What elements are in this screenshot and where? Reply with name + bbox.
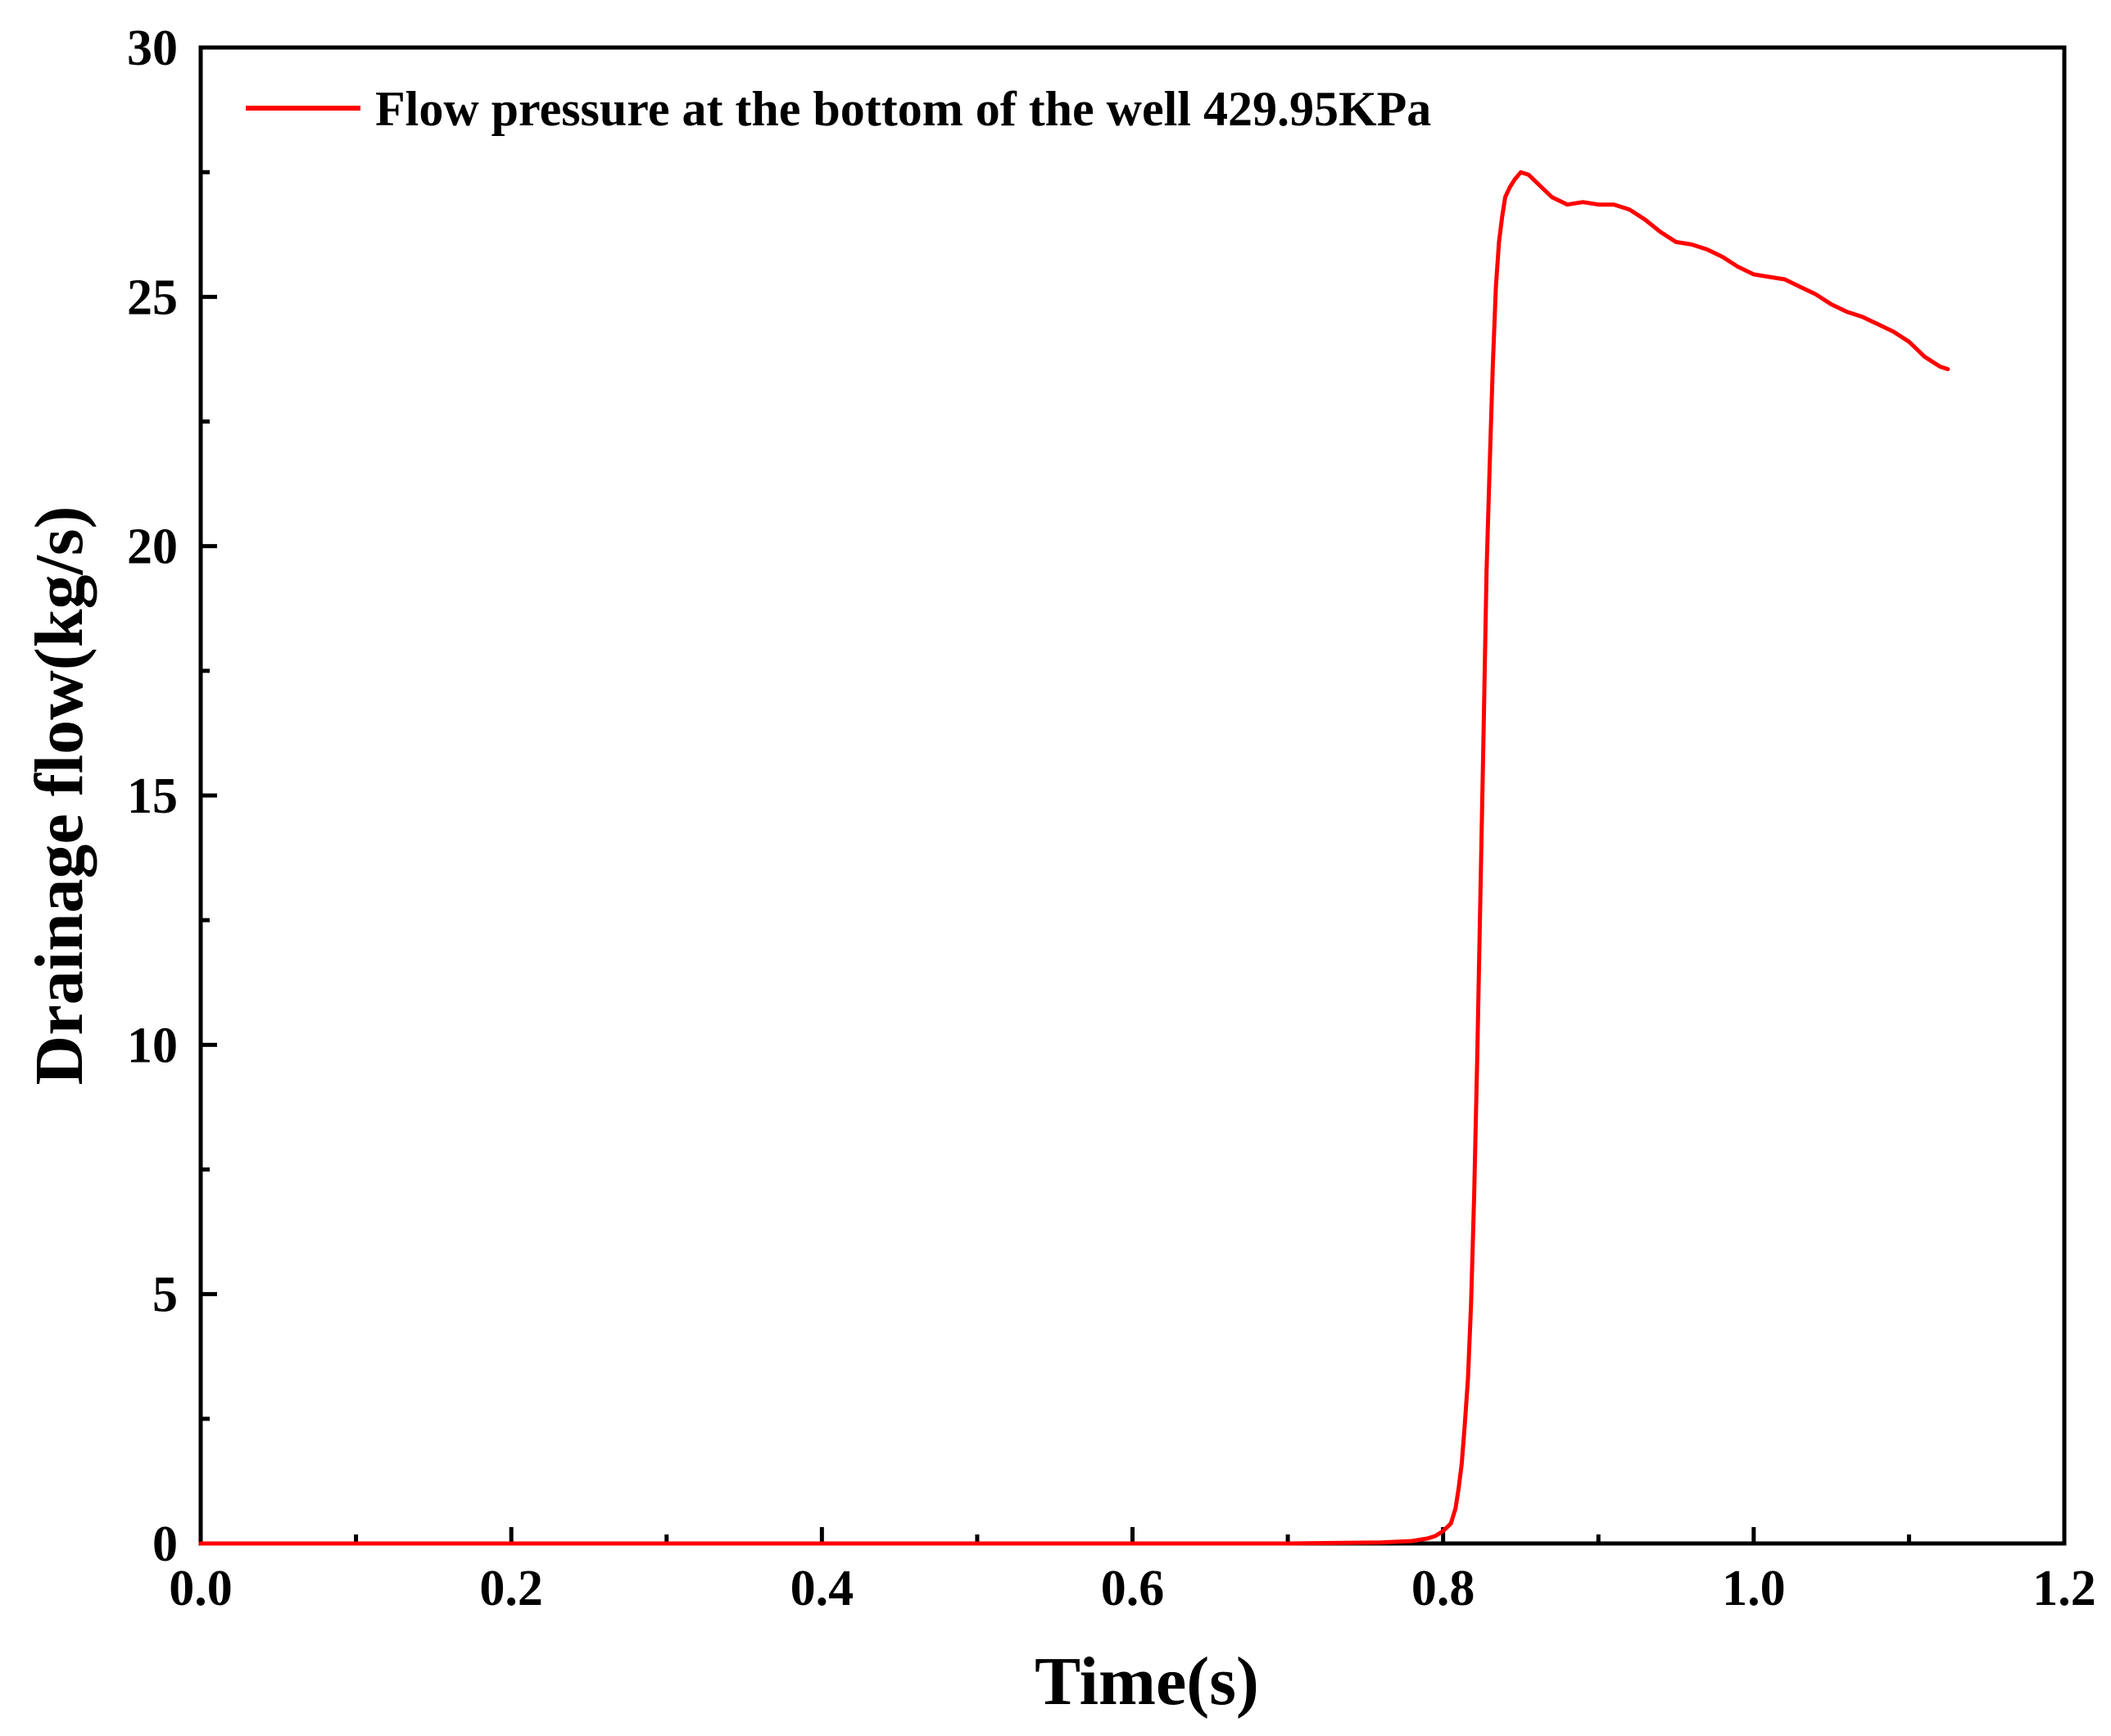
x-tick-label: 0.6 <box>1101 1561 1165 1616</box>
y-tick-label: 20 <box>127 519 178 575</box>
y-tick-label: 0 <box>152 1516 178 1572</box>
y-tick-label: 10 <box>127 1018 178 1073</box>
series-group <box>198 170 1950 1546</box>
y-axis-title: Drainage flow(kg/s) <box>21 506 97 1086</box>
y-tick-label: 15 <box>127 768 178 824</box>
legend-label: Flow pressure at the bottom of the well … <box>375 82 1431 136</box>
series-line <box>198 170 1950 1546</box>
y-tick-label: 30 <box>127 20 178 76</box>
legend: Flow pressure at the bottom of the well … <box>246 82 1431 136</box>
y-axis-ticks <box>201 45 217 1546</box>
x-tick-label: 0.0 <box>169 1561 233 1616</box>
x-tick-label: 1.2 <box>2032 1561 2096 1616</box>
y-axis-tick-labels: 0 5 10 15 20 25 30 <box>127 20 178 1572</box>
x-axis-tick-labels: 0.0 0.2 0.4 0.6 0.8 1.0 1.2 <box>169 1561 2096 1616</box>
x-tick-label: 1.0 <box>1722 1561 1786 1616</box>
x-axis-ticks <box>198 1527 2067 1543</box>
x-tick-label: 0.8 <box>1411 1561 1475 1616</box>
x-tick-label: 0.4 <box>790 1561 854 1616</box>
x-axis-title: Time(s) <box>1035 1643 1259 1720</box>
y-tick-label: 25 <box>127 270 178 325</box>
y-tick-label: 5 <box>152 1267 178 1323</box>
x-tick-label: 0.2 <box>479 1561 543 1616</box>
